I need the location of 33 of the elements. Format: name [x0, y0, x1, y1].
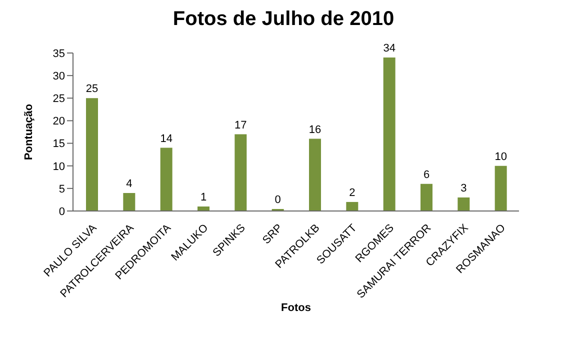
data-label: 16	[308, 124, 322, 136]
bar	[309, 138, 321, 211]
y-tick-label: 35	[52, 48, 65, 60]
data-label: 3	[460, 182, 467, 194]
bar	[420, 184, 432, 211]
bar	[234, 134, 247, 211]
y-tick-label: 10	[52, 160, 65, 173]
y-tick-label: 15	[52, 138, 65, 150]
x-axis-title: Fotos	[281, 302, 311, 314]
bar	[86, 98, 98, 211]
bar	[383, 58, 396, 211]
bar	[123, 192, 136, 211]
y-tick-label: 0	[58, 206, 65, 218]
y-tick-label: 30	[52, 70, 65, 82]
data-label: 14	[160, 132, 172, 145]
chart-title: Fotos de Julho de 2010	[172, 8, 396, 31]
bar	[458, 197, 470, 211]
data-label: 1	[200, 191, 207, 204]
bar	[160, 148, 172, 211]
y-axis-title: Pontuação	[22, 104, 35, 160]
y-tick-label: 20	[52, 116, 65, 128]
bar	[346, 202, 358, 211]
y-tick-label: 25	[52, 93, 65, 106]
y-tick-label: 5	[58, 183, 65, 196]
data-label: 4	[126, 178, 132, 190]
data-label: 17	[234, 119, 247, 132]
data-label: 0	[274, 194, 281, 206]
data-label: 25	[86, 83, 98, 96]
data-label: 2	[349, 186, 356, 199]
bar	[494, 166, 507, 211]
data-label: 10	[494, 150, 507, 163]
data-label: 6	[423, 168, 430, 181]
data-label: 34	[383, 42, 396, 55]
